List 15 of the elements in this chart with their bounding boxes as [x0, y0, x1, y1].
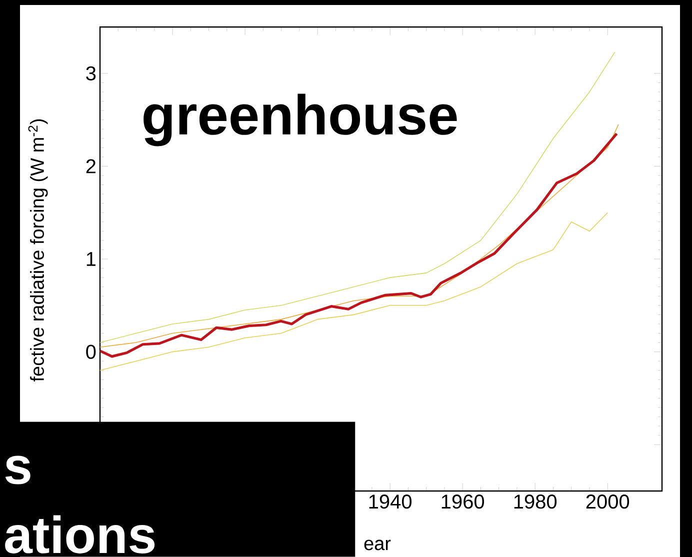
x-tick-label: 1960	[442, 494, 484, 509]
y-tick-label: 1	[86, 252, 96, 266]
text: s	[5, 456, 30, 484]
x-tick-label: 1980	[514, 494, 557, 509]
x-axis-title: ear	[364, 540, 391, 550]
y-axis-title: fective radiative forcing (W m$^{-2}$)	[28, 119, 48, 382]
text: ations	[5, 515, 155, 554]
line-series	[100, 52, 616, 343]
annotation: greenhouse	[144, 94, 457, 146]
line-series	[100, 212, 608, 371]
x-tick-label: 2000	[586, 494, 630, 509]
y-tick-label: 3	[86, 66, 96, 80]
x-tick-label: 1940	[369, 494, 412, 509]
y-tick-label: 0	[86, 344, 96, 359]
y-tick-label: 2	[86, 159, 96, 174]
